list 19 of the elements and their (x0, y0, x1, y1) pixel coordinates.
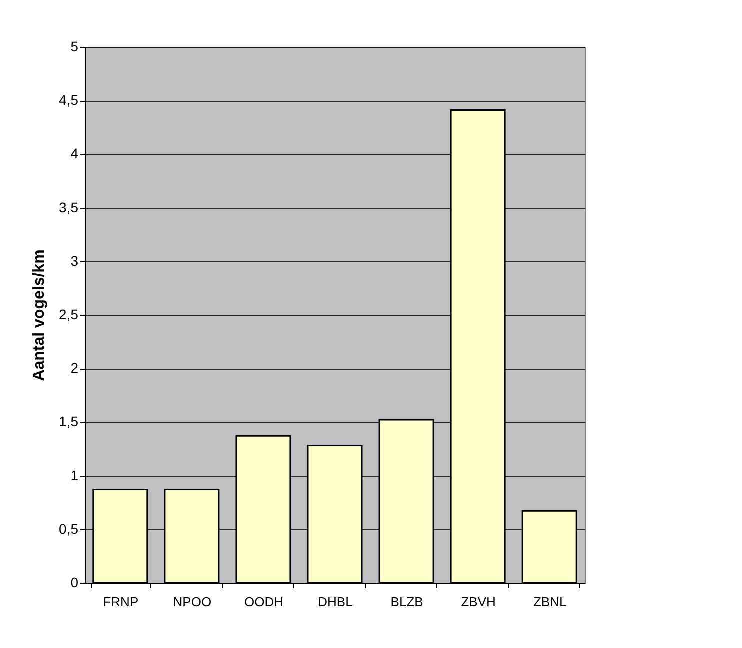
y-tick-label: 3 (70, 252, 79, 269)
y-tick-label: 0 (70, 574, 79, 590)
y-tick-label: 1,5 (59, 414, 79, 430)
y-tick-label: 2 (70, 360, 79, 376)
y-tick-label: 0,5 (59, 520, 79, 537)
y-tick-label: 3,5 (59, 199, 79, 216)
y-axis-title: Aantal vogels/km (31, 250, 48, 382)
x-tick-label: BLZB (390, 594, 424, 610)
x-tick-label: ZBNL (533, 594, 567, 610)
y-tick-label: 1 (70, 467, 79, 484)
y-tick-label: 5 (70, 38, 79, 54)
y-tick-label: 2,5 (59, 306, 79, 322)
y-tick-label: 4 (70, 146, 79, 162)
x-tick-label: OODH (244, 594, 284, 610)
y-tick-label: 4,5 (59, 92, 79, 108)
x-tick-label: NPOO (173, 594, 212, 610)
x-tick-label: FRNP (103, 594, 139, 610)
x-tick-label: ZBVH (461, 594, 496, 610)
x-tick-label: DHBL (318, 594, 353, 610)
